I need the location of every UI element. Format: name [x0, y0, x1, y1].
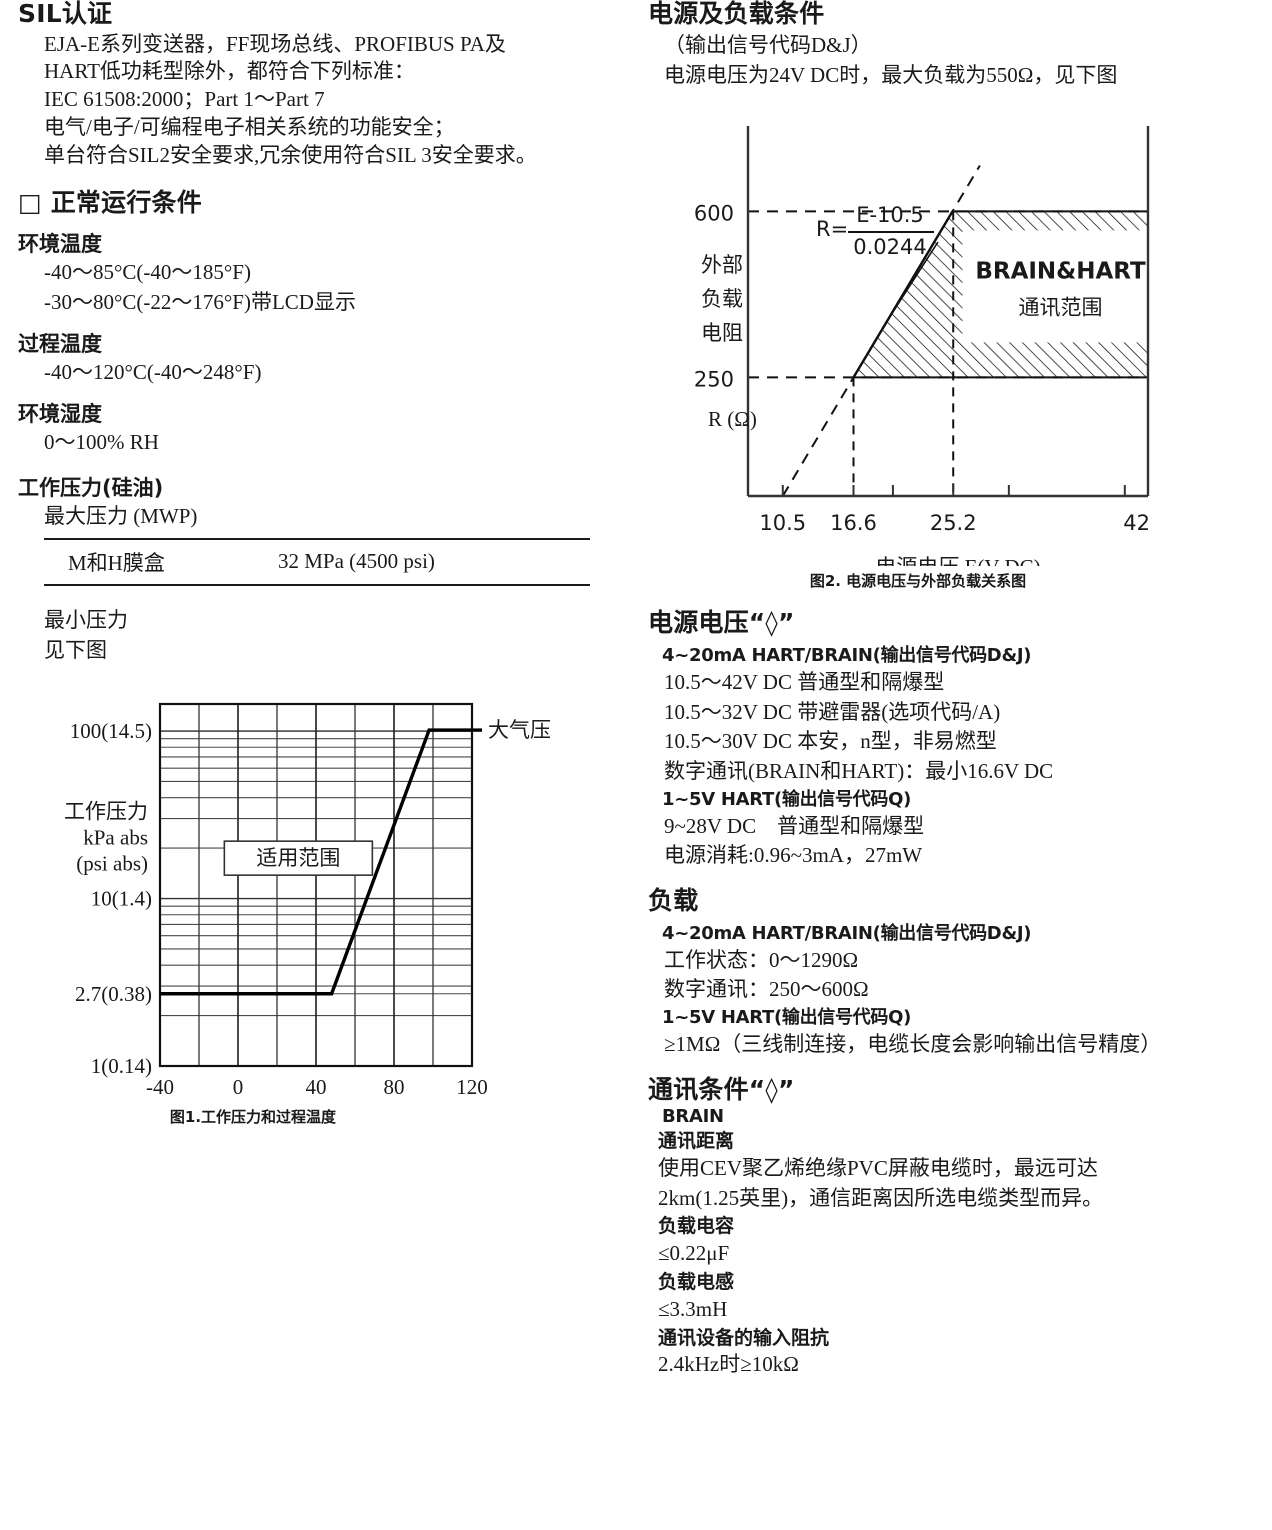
right-column: 电源及负载条件 （输出信号代码D&J） 电源电压为24V DC时，最大负载为55…: [648, 0, 1260, 1380]
svg-text:80: 80: [384, 1075, 405, 1099]
comm-impedance-label: 通讯设备的输入阻抗: [658, 1326, 830, 1349]
subsection-process-temperature: 过程温度: [18, 331, 102, 356]
comm-inductance-label: 负载电感: [658, 1270, 735, 1293]
svg-text:10.5: 10.5: [759, 511, 806, 535]
supply-voltage-g2-line-2: 电源消耗:0.96~3mA，27mW: [664, 843, 923, 868]
supply-voltage-group1-head: 4~20mA HART/BRAIN(输出信号代码D&J): [662, 645, 1032, 667]
svg-text:1(0.14): 1(0.14): [91, 1054, 152, 1078]
section-title-sil: SIL认证: [18, 0, 113, 28]
load-group2-head: 1~5V HART(输出信号代码Q): [662, 1007, 912, 1029]
svg-text:适用范围: 适用范围: [256, 846, 340, 870]
svg-text:电阻: 电阻: [701, 321, 743, 345]
subsection-ambient-humidity: 环境湿度: [18, 401, 102, 426]
section-title-normal-conditions: □ 正常运行条件: [18, 188, 202, 218]
svg-text:外部: 外部: [701, 253, 743, 277]
sil-line-4: 电气/电子/可编程电子相关系统的功能安全；: [44, 114, 455, 139]
mwp-label: 最大压力 (MWP): [44, 504, 198, 529]
svg-text:-40: -40: [146, 1075, 174, 1099]
load-g1-line-1: 工作状态：0～1290Ω: [664, 947, 859, 972]
ambient-temp-line-1: -40～85°C(-40～185°F): [44, 260, 251, 285]
svg-text:负载: 负载: [701, 287, 743, 311]
svg-text:600: 600: [694, 202, 734, 226]
min-pressure-label: 最小压力: [44, 607, 128, 632]
sil-line-3: IEC 61508:2000；Part 1～Part 7: [44, 87, 325, 112]
svg-text:工作压力: 工作压力: [64, 799, 148, 823]
sil-line-5: 单台符合SIL2安全要求,冗余使用符合SIL 3安全要求。: [44, 142, 537, 167]
ambient-humidity-line-1: 0～100% RH: [44, 430, 159, 455]
figure-2-caption: 图2. 电源电压与外部负载关系图: [809, 572, 1027, 591]
subsection-working-pressure: 工作压力(硅油): [18, 475, 164, 500]
section-title-comm: 通讯条件“◊”: [648, 1074, 795, 1104]
comm-capacitance-label: 负载电容: [658, 1215, 735, 1238]
supply-voltage-g1-line-3: 10.5～30V DC 本安，n型，非易燃型: [664, 729, 997, 754]
figure-2: BRAIN&HART 通讯范围 600 250 10.5 16.6 25.2 42 R= E-10…: [648, 96, 1260, 591]
section-title-supply-load: 电源及负载条件: [648, 0, 825, 28]
figure-1: 大气压适用范围 1(0.14) 2.7(0.38) 10(1.4) 100(14.5) -…: [18, 682, 630, 1127]
svg-text:16.6: 16.6: [830, 511, 877, 535]
comm-protocol: BRAIN: [662, 1106, 724, 1128]
svg-text:BRAIN&HART: BRAIN&HART: [975, 259, 1146, 285]
supply-voltage-g2-line-1: 9~28V DC 普通型和隔爆型: [664, 813, 925, 838]
figure-1-caption: 图1.工作压力和过程温度: [169, 1107, 337, 1126]
svg-text:kPa abs: kPa abs: [83, 825, 148, 849]
supply-voltage-group2-head: 1~5V HART(输出信号代码Q): [662, 788, 912, 810]
svg-text:电源电压 E(V DC): 电源电压 E(V DC): [875, 555, 1040, 566]
svg-text:2.7(0.38): 2.7(0.38): [75, 981, 152, 1005]
section-title-supply-voltage: 电源电压“◊”: [648, 608, 795, 638]
svg-text:10(1.4): 10(1.4): [91, 886, 152, 910]
comm-impedance-value: 2.4kHz时≥10kΩ: [658, 1352, 799, 1377]
supply-load-line-2: 电源电压为24V DC时，最大负载为550Ω，见下图: [664, 62, 1118, 87]
svg-text:0.0244: 0.0244: [853, 235, 926, 259]
svg-text:42: 42: [1123, 511, 1150, 535]
svg-text:40: 40: [306, 1075, 327, 1099]
sil-line-2: HART低功耗型除外，都符合下列标准：: [44, 59, 415, 84]
subsection-ambient-temperature: 环境温度: [18, 232, 102, 257]
supply-load-line-1: （输出信号代码D&J）: [664, 32, 872, 57]
load-g2-line-1: ≥1MΩ（三线制连接，电缆长度会影响输出信号精度）: [664, 1031, 1162, 1056]
sil-line-1: EJA-E系列变送器，FF现场总线、PROFIBUS PA及: [44, 31, 506, 56]
supply-voltage-g1-line-4: 数字通讯(BRAIN和HART)：最小16.6V DC: [664, 759, 1054, 784]
mwp-capsule-cell: M和H膜盒: [68, 550, 165, 575]
process-temp-line-1: -40～120°C(-40～248°F): [44, 360, 262, 385]
supply-voltage-g1-line-1: 10.5～42V DC 普通型和隔爆型: [664, 669, 945, 694]
left-column: SIL认证 EJA-E系列变送器，FF现场总线、PROFIBUS PA及 HAR…: [18, 0, 630, 1127]
svg-text:(psi abs): (psi abs): [76, 851, 148, 875]
comm-distance-label: 通讯距离: [658, 1129, 735, 1152]
figure-2-chart: BRAIN&HART 通讯范围 600 250 10.5 16.6 25.2 42 R= E-10…: [694, 126, 1159, 566]
supply-voltage-g1-line-2: 10.5～32V DC 带避雷器(选项代码/A): [664, 699, 1001, 724]
svg-text:250: 250: [694, 368, 734, 392]
comm-capacitance-value: ≤0.22μF: [658, 1241, 730, 1266]
svg-text:25.2: 25.2: [930, 511, 977, 535]
comm-distance-line-1: 使用CEV聚乙烯绝缘PVC屏蔽电缆时，最远可达: [658, 1155, 1098, 1180]
mwp-value-cell: 32 MPa (4500 psi): [278, 549, 435, 574]
ambient-temp-line-2: -30～80°C(-22～176°F)带LCD显示: [44, 290, 356, 315]
svg-text:E-10.5: E-10.5: [856, 203, 924, 227]
table-row: M和H膜盒 32 MPa (4500 psi): [44, 538, 590, 585]
comm-inductance-value: ≤3.3mH: [658, 1296, 728, 1321]
section-title-load: 负载: [648, 886, 699, 916]
min-pressure-note: 见下图: [44, 637, 107, 662]
load-g1-line-2: 数字通讯：250～600Ω: [664, 977, 869, 1002]
svg-text:0: 0: [233, 1075, 244, 1099]
svg-text:大气压: 大气压: [488, 718, 551, 742]
svg-text:120: 120: [456, 1075, 488, 1099]
svg-text:100(14.5): 100(14.5): [70, 719, 152, 743]
svg-text:R (Ω): R (Ω): [708, 407, 757, 431]
comm-distance-line-2: 2km(1.25英里)，通信距离因所选电缆类型而异。: [658, 1185, 1104, 1210]
svg-text:R=: R=: [816, 217, 848, 241]
svg-text:通讯范围: 通讯范围: [1018, 296, 1102, 320]
mwp-table: M和H膜盒 32 MPa (4500 psi): [44, 538, 590, 586]
load-group1-head: 4~20mA HART/BRAIN(输出信号代码D&J): [662, 922, 1032, 944]
